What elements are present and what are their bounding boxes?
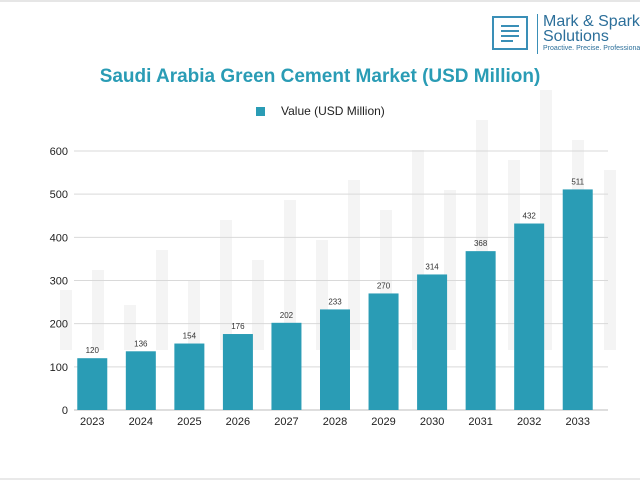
background-bar <box>60 290 72 350</box>
bar <box>465 251 496 410</box>
y-tick-label: 300 <box>50 276 68 288</box>
x-tick-label: 2033 <box>565 416 589 428</box>
data-label: 176 <box>231 322 245 331</box>
bar <box>417 274 448 410</box>
y-tick-label: 600 <box>50 146 68 158</box>
data-labels: 120 136 154 176 202 233 270 314 368 432 511 <box>86 177 585 355</box>
bar <box>368 293 399 410</box>
data-label: 270 <box>377 281 391 290</box>
background-bar <box>188 280 200 350</box>
x-tick-label: 2025 <box>177 416 201 428</box>
x-tick-label: 2027 <box>274 416 298 428</box>
chart-title: Saudi Arabia Green Cement Market (USD Mi… <box>99 66 541 87</box>
data-label: 233 <box>328 297 342 306</box>
frame-bottom-border <box>0 478 640 480</box>
x-tick-label: 2029 <box>371 416 395 428</box>
y-tick-label: 400 <box>50 232 68 244</box>
bar <box>77 358 108 410</box>
data-label: 154 <box>183 332 197 341</box>
y-tick-label: 100 <box>50 362 68 374</box>
brand-name: Mark & Spark <box>543 13 640 30</box>
x-tick-label: 2026 <box>226 416 250 428</box>
bars <box>77 189 593 410</box>
x-tick-label: 2023 <box>80 416 104 428</box>
bar <box>125 351 156 410</box>
x-tick-label: 2028 <box>323 416 347 428</box>
x-tick-label: 2024 <box>129 416 153 428</box>
background-bar <box>348 180 360 350</box>
background-bar <box>124 305 136 350</box>
frame-top-border <box>0 0 640 2</box>
brand-name-line2: Solutions <box>543 28 609 45</box>
x-tick-label: 2032 <box>517 416 541 428</box>
y-axis-ticks: 0 100 200 300 400 500 600 <box>50 146 68 417</box>
bar <box>222 334 253 410</box>
bar <box>174 343 205 410</box>
x-tick-label: 2031 <box>468 416 492 428</box>
data-label: 432 <box>523 212 537 221</box>
data-label: 202 <box>280 311 294 320</box>
data-label: 314 <box>425 262 439 271</box>
x-axis-ticks: 2023 2024 2025 2026 2027 2028 2029 2030 2031 2032… <box>80 416 590 428</box>
data-label: 136 <box>134 339 148 348</box>
background-bar <box>92 270 104 350</box>
background-bar <box>604 170 616 350</box>
y-tick-label: 200 <box>50 319 68 331</box>
bar <box>562 189 593 410</box>
bar <box>514 223 545 410</box>
background-bar <box>220 220 232 350</box>
background-bar <box>156 250 168 350</box>
data-label: 511 <box>571 177 584 186</box>
data-label: 368 <box>474 239 488 248</box>
y-tick-label: 0 <box>62 405 68 417</box>
chart-legend: Value (USD Million) <box>256 103 385 119</box>
background-bar <box>252 260 264 350</box>
bar <box>271 322 302 410</box>
brand-logo: Mark & Spark Solutions Proactive. Precis… <box>492 14 640 56</box>
brand-tagline: Proactive. Precise. Professional <box>543 45 640 52</box>
legend-label: Value (USD Million) <box>281 104 385 118</box>
legend-swatch <box>256 106 265 116</box>
data-label: 120 <box>86 346 100 355</box>
x-tick-label: 2030 <box>420 416 444 428</box>
bar <box>320 309 350 410</box>
document-icon <box>492 16 528 50</box>
y-tick-label: 500 <box>50 189 68 201</box>
logo-divider <box>537 14 538 54</box>
